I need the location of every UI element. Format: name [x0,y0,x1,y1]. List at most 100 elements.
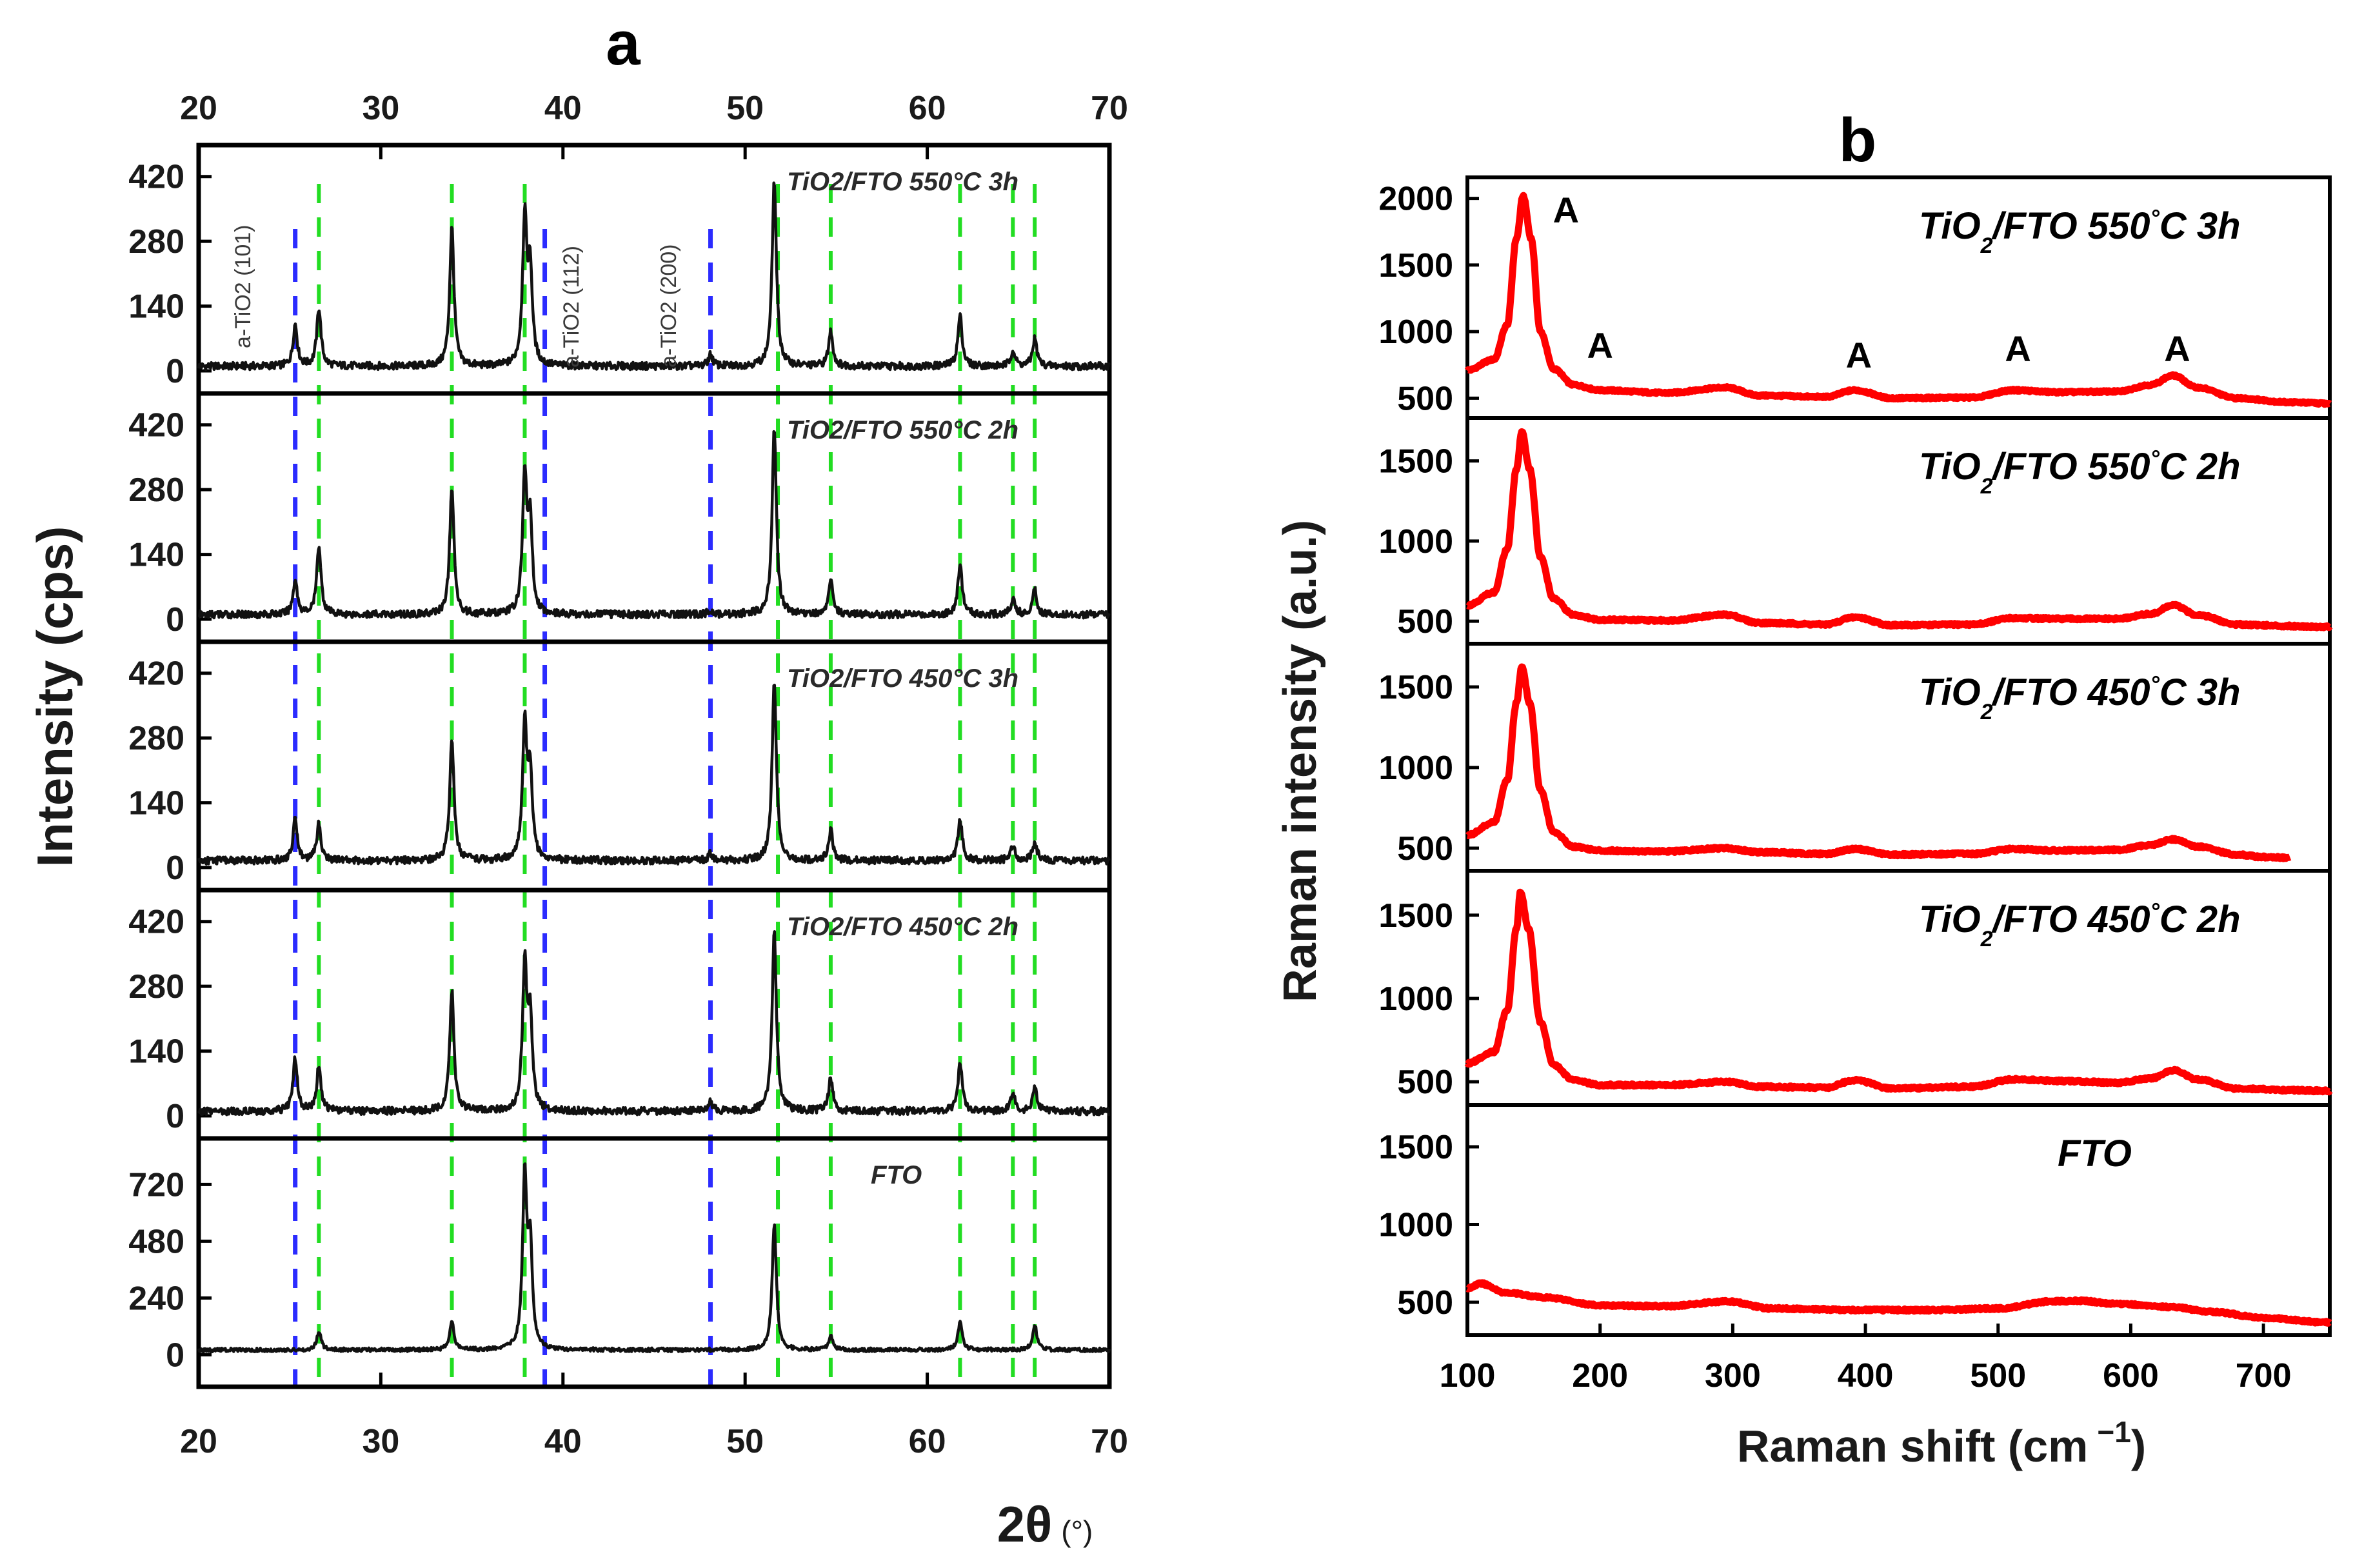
raman-y-tick-1500: 1500 [1378,897,1453,935]
xrd-top-tick-70: 70 [1091,90,1128,127]
raman-bottom-ticks: 100 200 300 400 500 600 700 [1440,1324,2292,1394]
xrd-bottom-tick-40: 40 [544,1423,582,1460]
raman-sample-label: TiO2/FTO 550°C 3h [1919,204,2241,258]
raman-y-tick-2000: 2000 [1378,181,1453,218]
xrd-sample-label: TiO2/FTO 450°C 2h [787,913,1018,941]
raman-x-label-text: Raman shift (cm [1737,1421,2089,1471]
raman-spectrum-line [1464,428,2333,631]
xrd-y-tick-280: 280 [128,720,184,757]
xrd-top-tick-60: 60 [909,90,946,127]
xrd-bottom-tick-30: 30 [362,1423,399,1460]
xrd-y-tick-420: 420 [128,655,184,693]
raman-subplot-1: 500 1000 1500 TiO2/FTO 550°C 2h [1378,416,2333,646]
xrd-x-label-text: 2θ [997,1496,1053,1553]
raman-label-sup: ° [2150,204,2159,231]
raman-sample-label: TiO2/FTO 450°C 3h [1919,671,2241,724]
raman-sample-label: FTO [2058,1133,2132,1175]
xrd-y-tick-420: 420 [128,159,184,196]
raman-x-label-close: ) [2131,1421,2146,1471]
raman-subplot-frame [1465,1103,2332,1337]
raman-label-main: TiO [1919,446,1981,488]
xrd-y-tick-140: 140 [128,537,184,574]
xrd-y-tick-280: 280 [128,471,184,509]
raman-peak-marker-150: A [1553,190,1579,230]
raman-x-label-sup: −1 [2097,1415,2130,1449]
xrd-y-tick-140: 140 [128,1033,184,1071]
raman-subplot-3: 500 1000 1500 TiO2/FTO 450°C 2h [1378,869,2333,1107]
xrd-bottom-tick-20: 20 [180,1423,217,1460]
raman-label-tail: C 2h [2159,898,2241,940]
xrd-sample-label: TiO2/FTO 550°C 2h [787,416,1018,444]
raman-y-tick-500: 500 [1397,1064,1453,1101]
raman-x-tick-100: 100 [1440,1357,1496,1394]
raman-label-sub: 2 [1980,233,1993,258]
xrd-y-tick-240: 240 [128,1280,184,1317]
raman-y-tick-500: 500 [1397,603,1453,640]
xrd-y-tick-280: 280 [128,223,184,261]
ref-label-112: a-TiO2 (112) [559,246,584,368]
xrd-y-tick-0: 0 [166,601,184,639]
xrd-pattern-line [197,430,1111,620]
raman-label-main: TiO [1919,898,1981,940]
xrd-top-tick-30: 30 [362,90,399,127]
xrd-panel-label: a [606,9,640,78]
raman-label-rest: /FTO 550 [1991,446,2150,488]
raman-spectrum-line [1464,1279,2333,1327]
xrd-pattern-line [197,684,1111,866]
raman-spectrum-line [1464,663,2293,862]
raman-label-sub: 2 [1980,700,1993,724]
xrd-y-tick-420: 420 [128,407,184,444]
xrd-y-axis-label: Intensity (cps) [26,526,83,868]
raman-label-rest: /FTO 450 [1991,671,2150,713]
xrd-panel: a 20 30 40 50 60 70 0 140 280 420 TiO2/FTO 550°C … [26,9,1128,1553]
raman-subplot-4: 500 1000 1500 FTO [1378,1103,2333,1337]
xrd-y-tick-140: 140 [128,288,184,326]
raman-label-main: TiO [1919,671,1981,713]
raman-y-axis-label: Raman intensity (a.u.) [1275,520,1326,1002]
raman-panel-label: b [1839,106,1877,175]
raman-peak-marker-635: A [2164,328,2190,369]
raman-y-tick-1000: 1000 [1378,980,1453,1018]
raman-label-tail: C 2h [2159,446,2241,488]
raman-y-tick-1000: 1000 [1378,523,1453,561]
xrd-top-tick-40: 40 [544,90,582,127]
raman-x-tick-600: 600 [2103,1357,2159,1394]
raman-subplot-0: 500 1000 1500 2000 TiO2/FTO 550°C 3h A A A A A [1378,175,2333,420]
xrd-sample-label: TiO2/FTO 550°C 3h [787,168,1018,196]
raman-y-tick-1500: 1500 [1378,247,1453,284]
raman-y-tick-1000: 1000 [1378,749,1453,787]
xrd-y-tick-0: 0 [166,353,184,390]
xrd-subplot-tio2-fto-450-c-3h: 0 140 280 420 TiO2/FTO 450°C 3h [128,639,1112,893]
xrd-sample-label: FTO [871,1161,922,1189]
raman-x-axis-label: Raman shift (cm −1) [1737,1415,2146,1471]
raman-y-tick-1000: 1000 [1378,313,1453,351]
xrd-x-axis-label: 2θ (°) [997,1496,1093,1553]
ref-label-200: a-TiO2 (200) [657,244,681,368]
xrd-y-tick-480: 480 [128,1223,184,1260]
raman-label-tail: C 3h [2159,205,2241,247]
xrd-y-tick-420: 420 [128,904,184,941]
raman-y-tick-1500: 1500 [1378,443,1453,481]
xrd-y-tick-720: 720 [128,1166,184,1204]
raman-y-tick-1500: 1500 [1378,1129,1453,1166]
raman-label-rest: /FTO 550 [1991,205,2150,247]
xrd-bottom-tick-60: 60 [909,1423,946,1460]
xrd-y-tick-0: 0 [166,849,184,887]
raman-y-tick-500: 500 [1397,380,1453,417]
xrd-top-tick-50: 50 [726,90,764,127]
raman-spectrum-line [1464,192,2333,408]
raman-x-tick-400: 400 [1838,1357,1894,1394]
ref-label-101: a-TiO2 (101) [231,225,255,348]
xrd-y-tick-280: 280 [128,968,184,1006]
xrd-pattern-line [197,930,1111,1116]
xrd-y-tick-0: 0 [166,1336,184,1374]
xrd-sample-label: TiO2/FTO 450°C 3h [787,664,1018,693]
xrd-y-tick-140: 140 [128,785,184,822]
xrd-bottom-ticks: 20 30 40 50 60 70 [180,1373,1128,1460]
raman-spectrum-line [1464,888,2333,1096]
xrd-subplot-fto: 0 240 480 720 FTO [128,1136,1112,1389]
raman-x-tick-300: 300 [1705,1357,1761,1394]
xrd-bottom-tick-50: 50 [726,1423,764,1460]
